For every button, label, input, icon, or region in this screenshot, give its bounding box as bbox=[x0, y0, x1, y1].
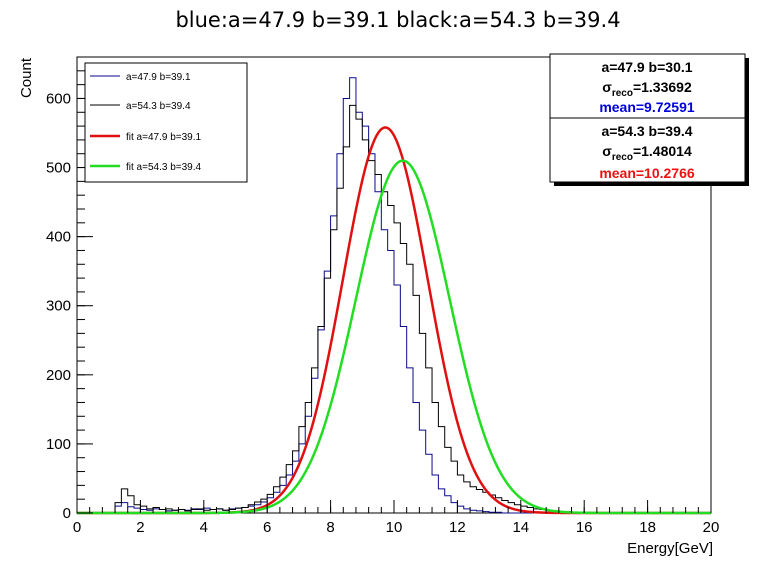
legend: a=47.9 b=39.1 a=54.3 b=39.4 fit a=47.9 b… bbox=[84, 62, 248, 183]
stats-1-params: a=54.3 b=39.4 bbox=[601, 123, 692, 139]
y-tick-label-6: 600 bbox=[46, 90, 71, 107]
x-tick-label-3: 6 bbox=[263, 519, 271, 536]
stats-0-params: a=47.9 b=30.1 bbox=[601, 59, 692, 75]
stats-0-sigma-symbol: σ bbox=[602, 79, 612, 95]
stats-1-sigma: σreco=1.48014 bbox=[602, 143, 692, 163]
legend-label-3: fit a=54.3 b=39.4 bbox=[126, 162, 202, 173]
x-tick-label-6: 12 bbox=[449, 519, 466, 536]
x-tick-label-0: 0 bbox=[73, 519, 81, 536]
stats-box: a=47.9 b=30.1 σreco=1.33692 mean=9.72591… bbox=[549, 53, 749, 186]
stats-1-sigma-symbol: σ bbox=[602, 143, 612, 159]
stats-1-mean: mean=10.2766 bbox=[599, 165, 695, 181]
fit-curve-layer bbox=[77, 126, 711, 515]
y-tick-label-5: 500 bbox=[46, 160, 71, 177]
x-tick-label-5: 10 bbox=[386, 519, 403, 536]
x-tick-label-4: 8 bbox=[326, 519, 334, 536]
stats-0-mean: mean=9.72591 bbox=[599, 99, 695, 115]
fit-curve-3 bbox=[77, 159, 711, 515]
x-tick-label-9: 18 bbox=[639, 519, 656, 536]
y-axis-label: Count bbox=[18, 57, 35, 98]
y-tick-label-4: 400 bbox=[46, 229, 71, 246]
legend-box bbox=[84, 62, 248, 183]
legend-label-0: a=47.9 b=39.1 bbox=[126, 72, 191, 83]
stats-1-sigma-sub: reco bbox=[612, 152, 633, 163]
legend-label-2: fit a=47.9 b=39.1 bbox=[126, 132, 202, 143]
x-axis-label: Energy[GeV] bbox=[627, 540, 713, 557]
x-tick-label-8: 16 bbox=[576, 519, 593, 536]
x-tick-label-10: 20 bbox=[703, 519, 720, 536]
stats-0-sigma: σreco=1.33692 bbox=[602, 79, 692, 99]
y-tick-label-3: 300 bbox=[46, 298, 71, 315]
stats-0-sigma-value: =1.33692 bbox=[633, 79, 692, 95]
stats-0-sigma-sub: reco bbox=[612, 88, 633, 99]
stats-1-sigma-value: =1.48014 bbox=[633, 143, 692, 159]
y-tick-label-2: 200 bbox=[46, 367, 71, 384]
legend-label-1: a=54.3 b=39.4 bbox=[126, 101, 191, 112]
y-tick-label-1: 100 bbox=[46, 436, 71, 453]
x-tick-label-7: 14 bbox=[512, 519, 529, 536]
chart-title: blue:a=47.9 b=39.1 black:a=54.3 b=39.4 bbox=[175, 8, 620, 32]
y-tick-label-0: 0 bbox=[63, 505, 71, 522]
x-tick-label-2: 4 bbox=[200, 519, 208, 536]
x-tick-label-1: 2 bbox=[136, 519, 144, 536]
